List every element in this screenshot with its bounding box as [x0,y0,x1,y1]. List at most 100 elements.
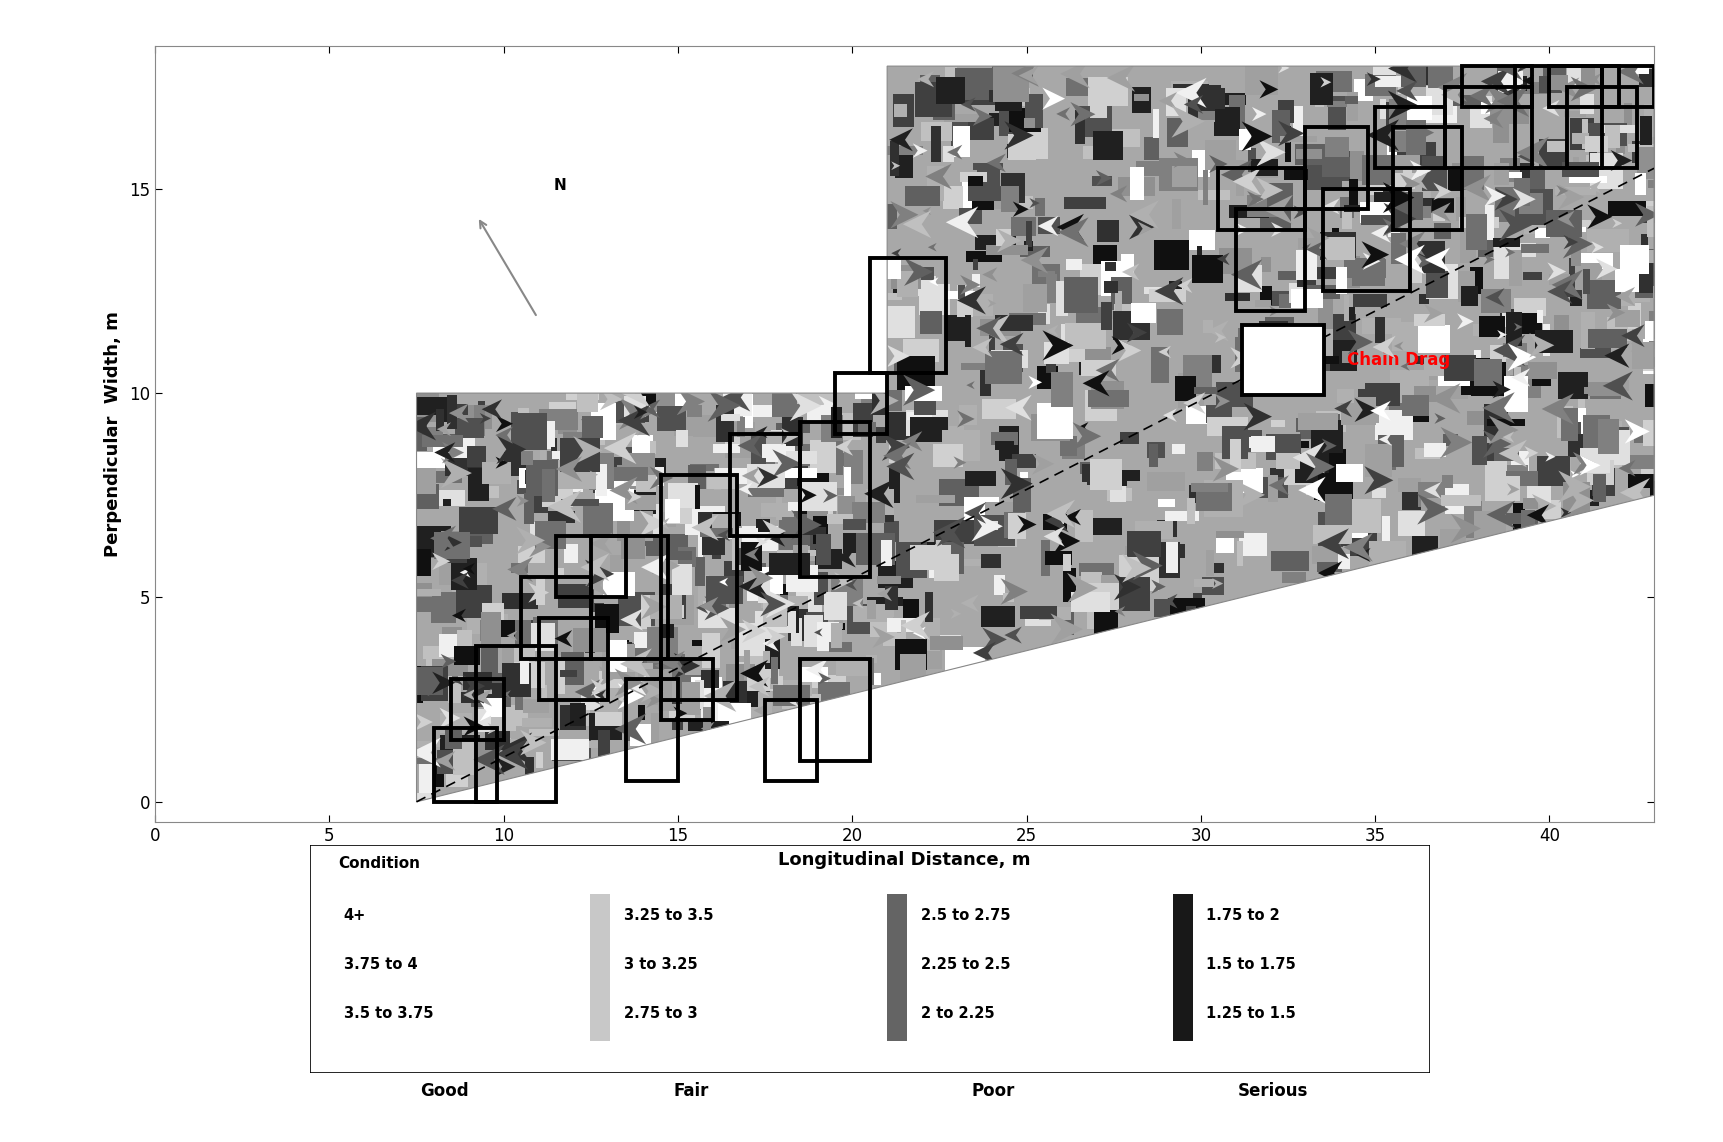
Polygon shape [853,597,863,609]
Bar [1037,402,1073,439]
Bar [1191,483,1228,492]
Bar [1618,289,1651,301]
Bar [1506,75,1527,91]
Bar [1172,444,1185,453]
Polygon shape [620,609,643,630]
Bar [422,435,463,447]
Bar [1375,192,1399,225]
Polygon shape [1320,77,1332,88]
Bar [1225,293,1249,301]
Bar [701,669,718,702]
Polygon shape [1372,224,1390,243]
Polygon shape [603,432,636,464]
Text: Chain Drag: Chain Drag [1347,352,1451,369]
Bar [1111,276,1132,311]
Bar [1325,417,1334,443]
Polygon shape [1177,279,1192,293]
Polygon shape [1215,332,1227,343]
Polygon shape [1547,263,1566,281]
Bar [574,709,591,726]
Polygon shape [1401,362,1409,371]
Polygon shape [739,570,772,603]
Bar [1301,415,1340,439]
Polygon shape [1389,55,1416,82]
Bar [843,533,863,553]
Bar [1098,220,1120,242]
Bar [1340,198,1354,218]
Bar [458,507,498,533]
Bar [1228,206,1270,218]
Bar [526,459,558,496]
Bar [1277,453,1299,469]
Bar [1215,106,1239,136]
Bar [1113,304,1153,319]
Bar [560,705,586,730]
Bar [1554,315,1570,340]
Polygon shape [1244,403,1272,431]
Bar [806,504,836,524]
Bar [1135,161,1175,176]
Bar [672,700,682,730]
Bar [956,284,973,317]
Polygon shape [1499,209,1532,241]
Bar [1237,161,1278,178]
Polygon shape [529,536,551,557]
Polygon shape [1163,594,1177,609]
Polygon shape [1065,509,1080,525]
Bar [650,595,682,619]
Bar [1296,250,1316,280]
Bar [703,707,712,731]
Bar [1322,329,1332,357]
Bar [541,469,555,501]
Bar [1537,309,1542,323]
Bar [782,460,808,490]
Bar [1249,148,1256,172]
Bar [698,576,708,611]
Bar [1582,119,1589,150]
Bar [1518,193,1542,215]
Bar [1427,271,1447,298]
Polygon shape [1587,204,1613,230]
Bar [1247,195,1278,217]
Polygon shape [1056,214,1084,241]
Bar [1079,106,1113,137]
Bar [1663,367,1678,397]
Polygon shape [1440,82,1466,107]
Polygon shape [1485,85,1515,114]
Bar [644,654,686,681]
Bar [1228,95,1246,130]
Bar [1306,284,1340,298]
Polygon shape [1570,471,1578,478]
Bar [515,682,524,710]
Bar [1125,546,1165,561]
Bar [1442,434,1458,445]
Bar [539,618,608,700]
Bar [1487,419,1525,426]
Bar [1415,314,1446,325]
Bar [1110,486,1127,502]
Bar [929,636,963,651]
Polygon shape [789,391,822,421]
Bar [1590,153,1623,190]
Bar [1085,389,1117,421]
Bar [524,493,534,524]
Bar [672,564,691,595]
Bar [837,662,862,668]
Bar [662,625,674,637]
Bar [968,186,1001,201]
Bar [1067,259,1082,271]
Bar [1513,504,1525,530]
Bar [786,443,824,466]
Polygon shape [844,579,856,590]
Polygon shape [1423,304,1444,323]
Polygon shape [818,395,836,412]
Bar [1494,243,1509,280]
Bar [1378,435,1404,467]
Polygon shape [886,452,915,480]
Bar [756,520,770,532]
Bar [434,532,470,560]
Polygon shape [755,536,767,548]
Bar [1344,206,1359,211]
Bar [1478,222,1492,257]
Bar [905,386,942,401]
